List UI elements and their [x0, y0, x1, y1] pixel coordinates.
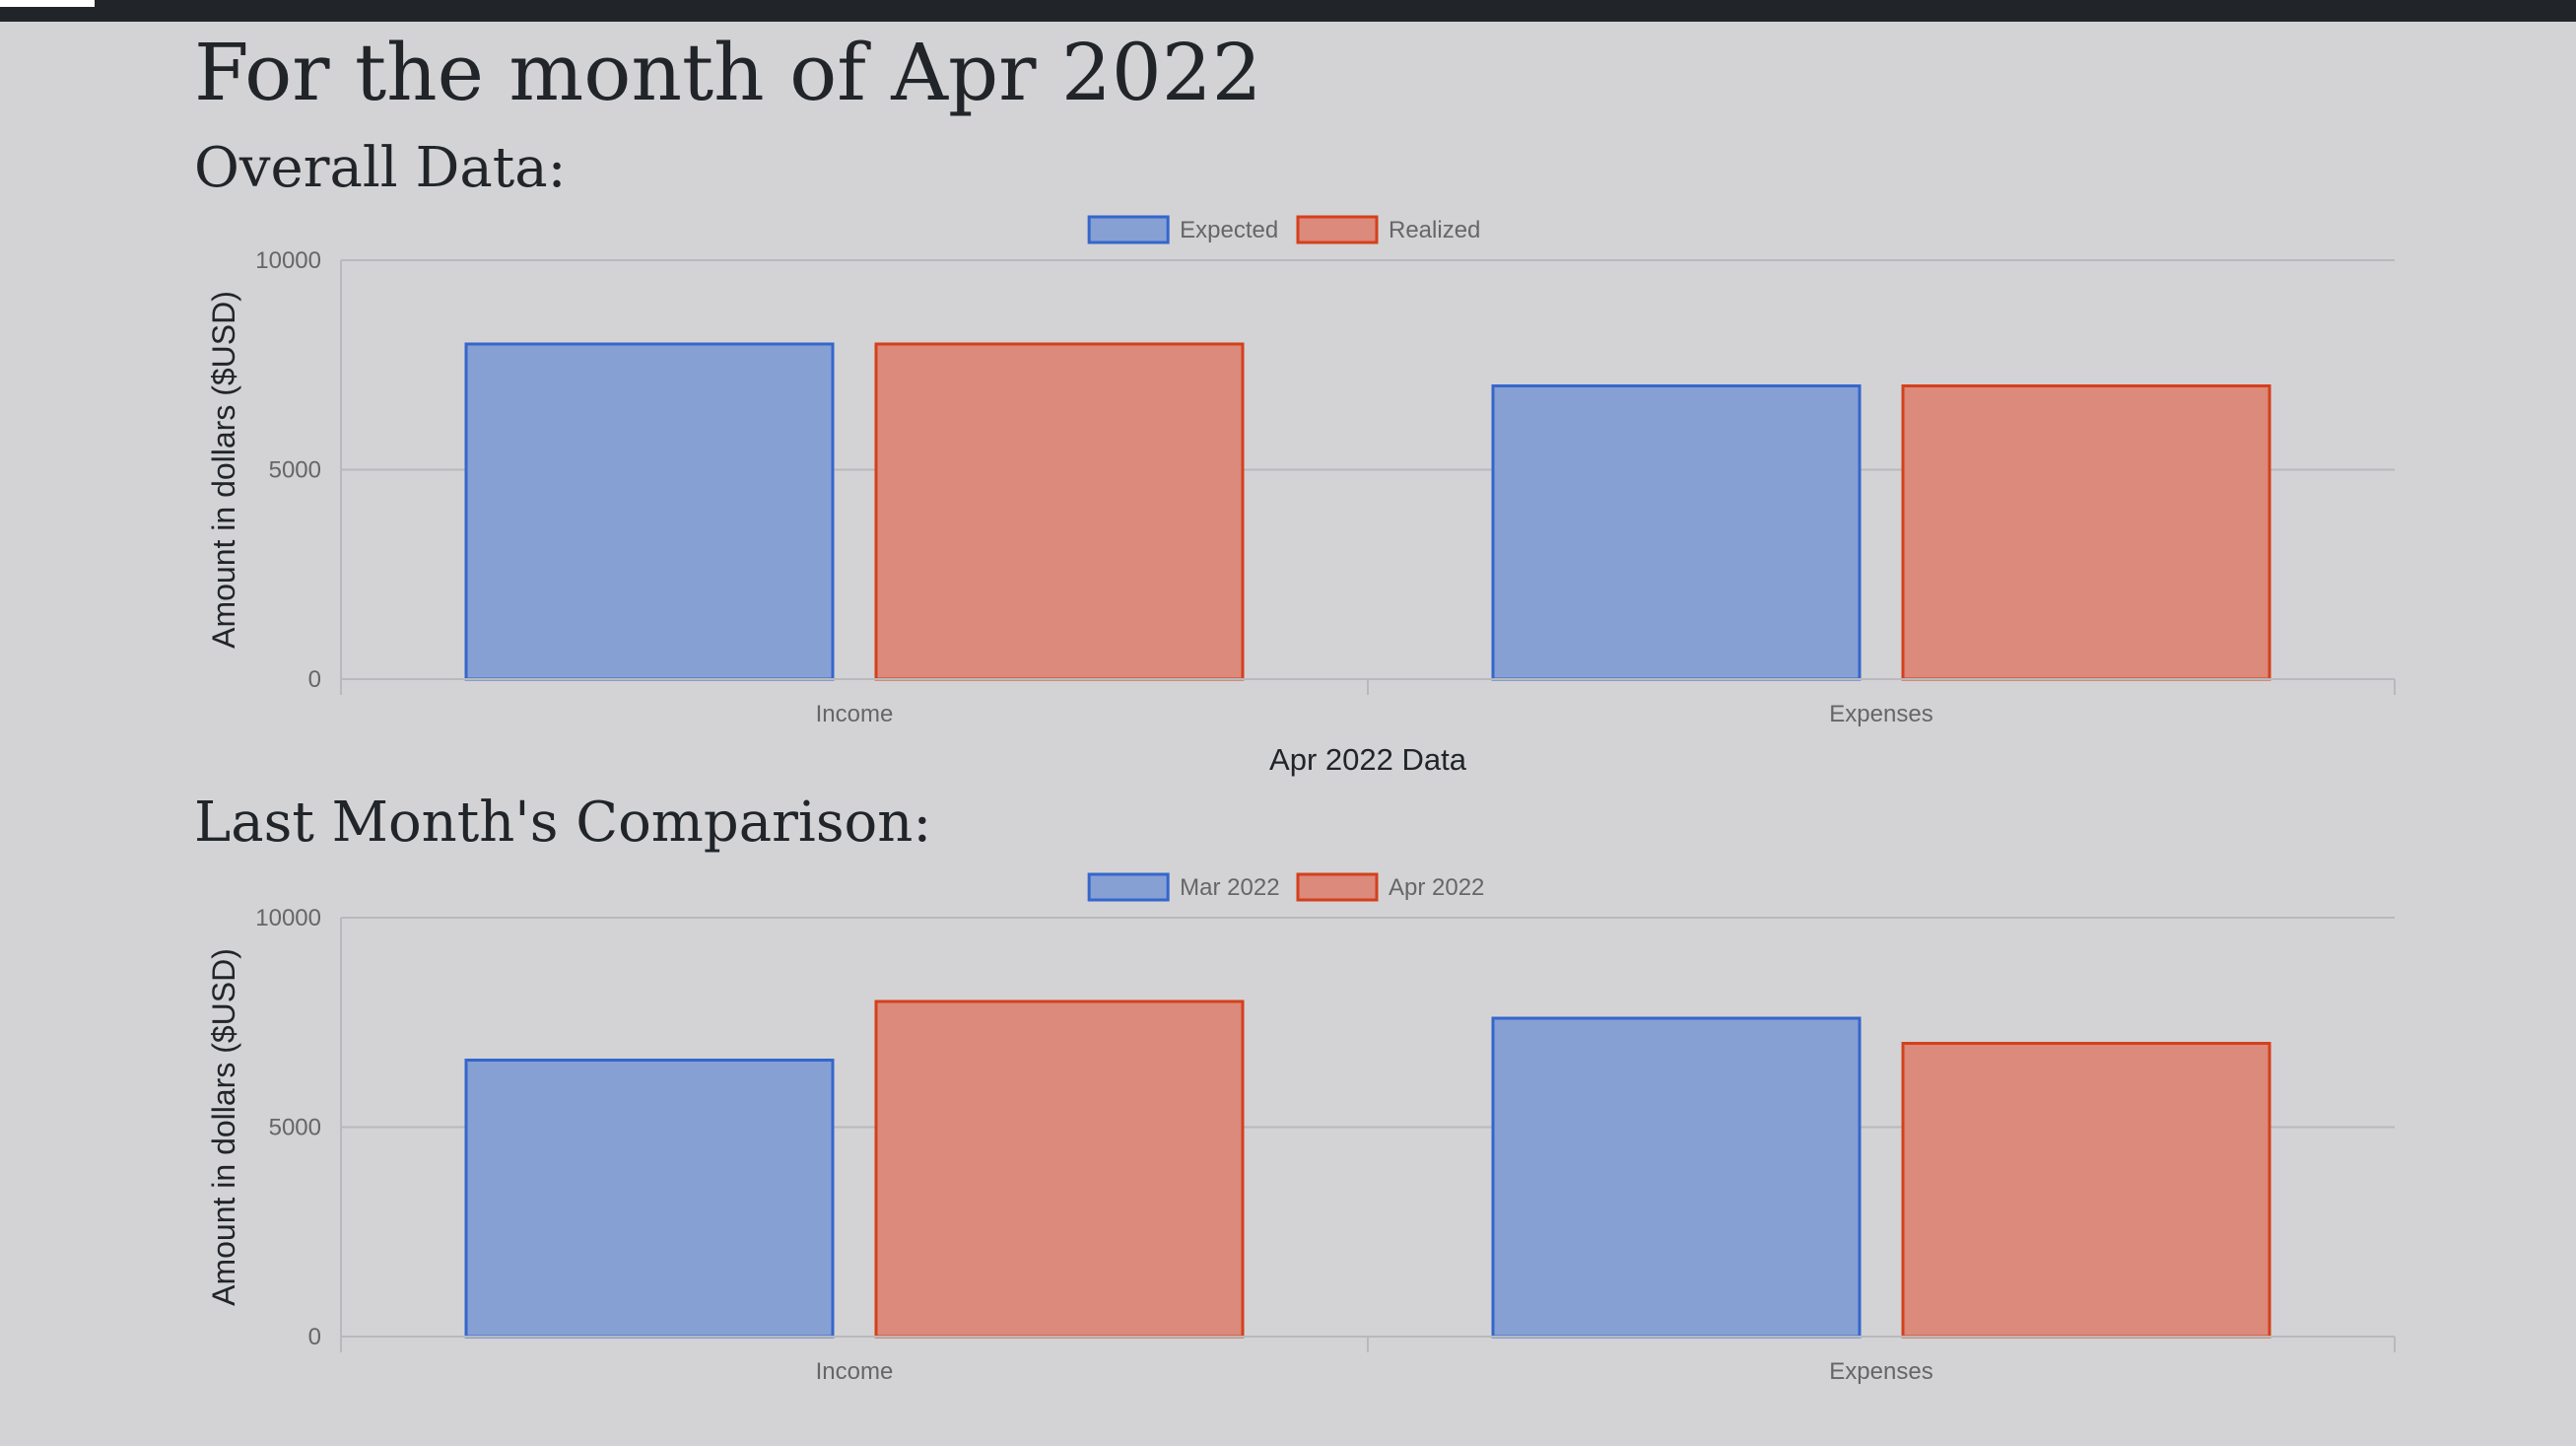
legend-label: Apr 2022 [1389, 874, 1484, 901]
bar [874, 342, 1245, 681]
y-tick-label: 5000 [269, 1115, 321, 1141]
y-tick-label: 5000 [269, 457, 321, 484]
x-tick-label: Income [816, 701, 894, 727]
legend-label: Expected [1180, 217, 1278, 243]
y-tick-label: 10000 [255, 247, 321, 274]
comparison-section-title: Last Month's Comparison: [194, 791, 932, 855]
legend-swatch [1087, 215, 1170, 244]
bar [1491, 1016, 1862, 1339]
navbar-brand[interactable] [0, 0, 95, 7]
legend-swatch [1296, 215, 1379, 244]
bar [1491, 384, 1862, 681]
overall-section-title: Overall Data: [194, 136, 567, 200]
bar [464, 1059, 835, 1339]
x-tick-label: Expenses [1829, 1358, 1932, 1385]
bar [874, 999, 1245, 1339]
x-tick-label: Expenses [1829, 701, 1932, 727]
legend-label: Mar 2022 [1180, 874, 1279, 901]
y-axis-title: Amount in dollars ($USD) [206, 291, 241, 649]
legend-swatch [1296, 872, 1379, 902]
top-navbar [0, 0, 2576, 22]
legend-swatch [1087, 872, 1170, 902]
y-axis-title: Amount in dollars ($USD) [206, 948, 241, 1306]
bar [1901, 384, 2271, 681]
overall-bar-chart: Expected Realized 0 5000 10000 Amount in doll… [206, 215, 2396, 777]
y-tick-label: 0 [308, 666, 321, 693]
y-tick-label: 0 [308, 1324, 321, 1350]
comparison-bar-chart: Mar 2022 Apr 2022 0 5000 10000 Amount in doll… [206, 872, 2396, 1385]
legend-label: Realized [1389, 217, 1480, 243]
x-tick-label: Income [816, 1358, 894, 1385]
bar [464, 342, 835, 681]
y-tick-label: 10000 [255, 905, 321, 931]
bar [1901, 1042, 2271, 1339]
page-title: For the month of Apr 2022 [194, 27, 1262, 118]
x-axis-title: Apr 2022 Data [1269, 742, 1467, 777]
